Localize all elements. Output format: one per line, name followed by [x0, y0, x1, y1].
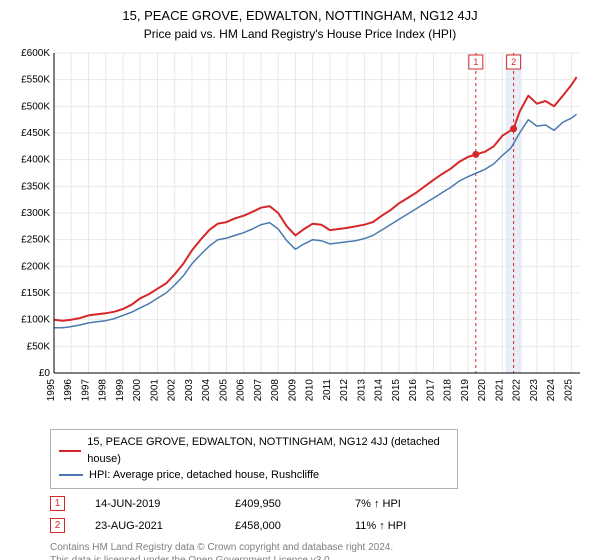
svg-text:£600K: £600K	[21, 48, 50, 59]
svg-text:2012: 2012	[339, 379, 350, 402]
svg-text:1995: 1995	[46, 379, 57, 402]
svg-text:2025: 2025	[563, 379, 574, 402]
chart-subtitle: Price paid vs. HM Land Registry's House …	[10, 27, 590, 41]
marker-price-1: £409,950	[235, 498, 325, 510]
svg-text:1996: 1996	[63, 379, 74, 402]
chart-svg: 1 2 £0 £50K £100K £150K £200K £250K £300K £350K £4…	[10, 47, 590, 423]
footer: Contains HM Land Registry data © Crown c…	[50, 541, 590, 560]
svg-text:£100K: £100K	[21, 315, 50, 326]
legend-label-2: HPI: Average price, detached house, Rush…	[89, 467, 319, 484]
footer-line-2: This data is licensed under the Open Gov…	[50, 554, 590, 560]
svg-text:2017: 2017	[425, 379, 436, 402]
svg-text:1: 1	[473, 57, 478, 67]
svg-text:2000: 2000	[132, 379, 143, 402]
svg-text:2004: 2004	[201, 379, 212, 402]
svg-text:2022: 2022	[512, 379, 523, 402]
svg-text:2014: 2014	[374, 379, 385, 402]
svg-text:2011: 2011	[322, 379, 333, 401]
legend-label-1: 15, PEACE GROVE, EDWALTON, NOTTINGHAM, N…	[87, 434, 449, 467]
svg-text:£200K: £200K	[21, 261, 50, 272]
legend-row-2: HPI: Average price, detached house, Rush…	[59, 467, 449, 484]
svg-text:£300K: £300K	[21, 208, 50, 219]
footer-line-1: Contains HM Land Registry data © Crown c…	[50, 541, 590, 554]
svg-text:£400K: £400K	[21, 155, 50, 166]
svg-text:£500K: £500K	[21, 101, 50, 112]
svg-text:2008: 2008	[270, 379, 281, 402]
marker-row-1: 1 14-JUN-2019 £409,950 7% ↑ HPI	[50, 493, 590, 515]
marker-pct-1: 7% ↑ HPI	[355, 498, 445, 510]
marker-pct-2: 11% ↑ HPI	[355, 520, 445, 532]
svg-text:2006: 2006	[236, 379, 247, 402]
legend-row-1: 15, PEACE GROVE, EDWALTON, NOTTINGHAM, N…	[59, 434, 449, 467]
svg-text:2010: 2010	[305, 379, 316, 402]
chart-title: 15, PEACE GROVE, EDWALTON, NOTTINGHAM, N…	[10, 8, 590, 23]
svg-text:1997: 1997	[80, 379, 91, 402]
svg-text:2020: 2020	[477, 379, 488, 402]
svg-text:2001: 2001	[149, 379, 160, 402]
svg-text:2024: 2024	[546, 379, 557, 402]
svg-text:2013: 2013	[356, 379, 367, 402]
svg-text:£550K: £550K	[21, 75, 50, 86]
svg-text:2015: 2015	[391, 379, 402, 402]
marker-date-2: 23-AUG-2021	[95, 520, 205, 532]
svg-text:£0: £0	[39, 368, 51, 379]
svg-text:2018: 2018	[443, 379, 454, 402]
svg-text:2002: 2002	[167, 379, 178, 402]
svg-text:1998: 1998	[98, 379, 109, 402]
svg-text:2019: 2019	[460, 379, 471, 402]
svg-text:2003: 2003	[184, 379, 195, 402]
svg-text:2005: 2005	[218, 379, 229, 402]
svg-text:2: 2	[511, 57, 516, 67]
svg-text:£450K: £450K	[21, 128, 50, 139]
svg-text:1999: 1999	[115, 379, 126, 402]
svg-text:£50K: £50K	[27, 341, 51, 352]
chart-area: 1 2 £0 £50K £100K £150K £200K £250K £300K £350K £4…	[10, 47, 590, 423]
svg-text:£250K: £250K	[21, 235, 50, 246]
svg-text:2009: 2009	[287, 379, 298, 402]
legend: 15, PEACE GROVE, EDWALTON, NOTTINGHAM, N…	[50, 429, 458, 489]
marker-date-1: 14-JUN-2019	[95, 498, 205, 510]
svg-text:2023: 2023	[529, 379, 540, 402]
legend-swatch-2	[59, 474, 83, 476]
svg-text:£150K: £150K	[21, 288, 50, 299]
svg-text:2007: 2007	[253, 379, 264, 402]
marker-price-2: £458,000	[235, 520, 325, 532]
marker-row-2: 2 23-AUG-2021 £458,000 11% ↑ HPI	[50, 515, 590, 537]
marker-badge-2: 2	[50, 518, 65, 533]
marker-badge-1: 1	[50, 496, 65, 511]
legend-swatch-1	[59, 450, 81, 452]
svg-text:£350K: £350K	[21, 181, 50, 192]
svg-text:2016: 2016	[408, 379, 419, 402]
svg-text:2021: 2021	[494, 379, 505, 402]
marker-table: 1 14-JUN-2019 £409,950 7% ↑ HPI 2 23-AUG…	[50, 493, 590, 537]
